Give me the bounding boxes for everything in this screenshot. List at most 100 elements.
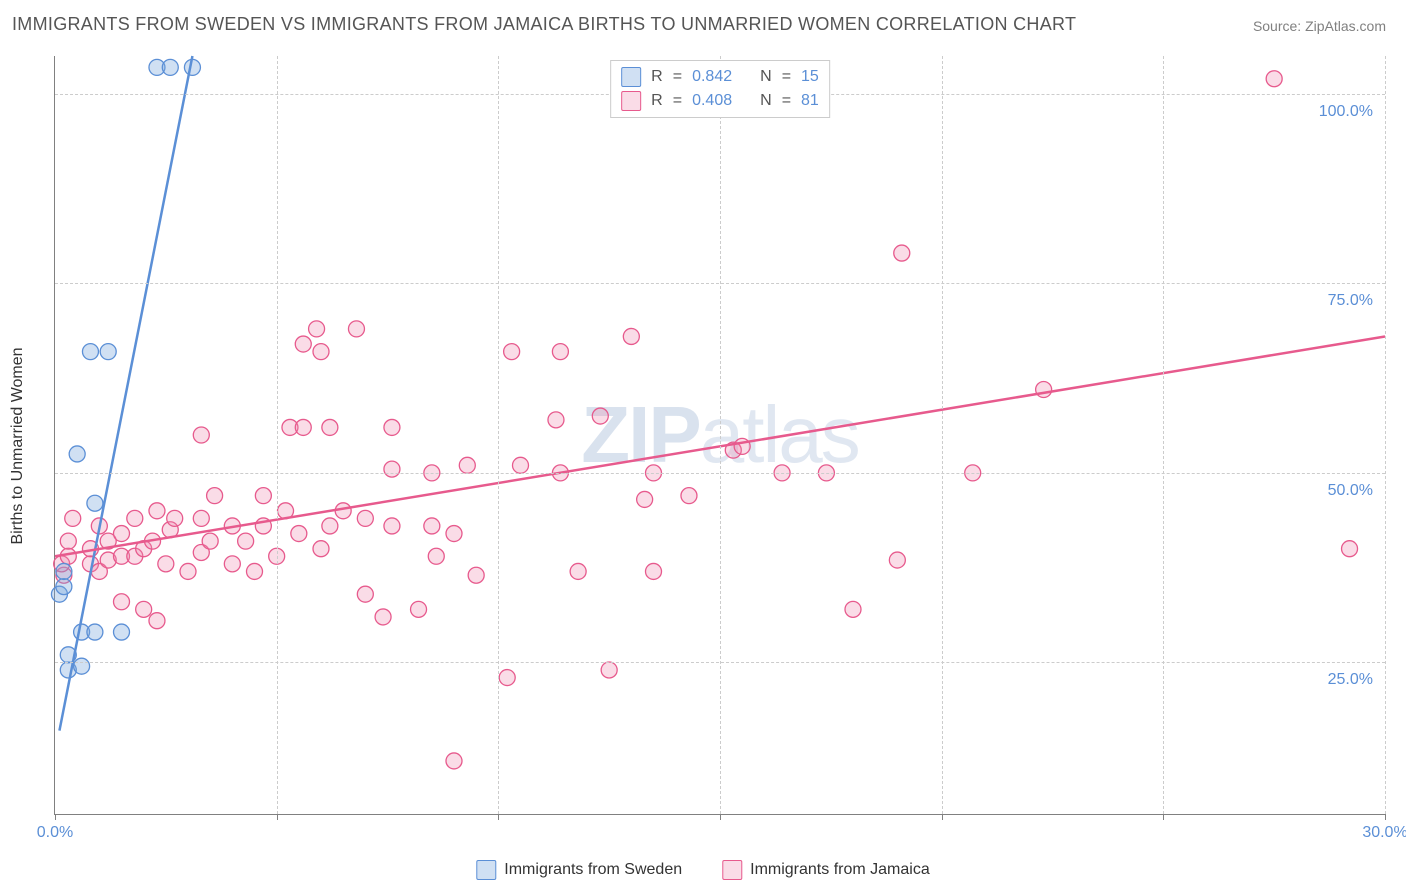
scatter-point [202, 533, 218, 549]
scatter-point [60, 548, 76, 564]
scatter-point [889, 552, 905, 568]
scatter-point [82, 344, 98, 360]
y-tick-label: 50.0% [1328, 482, 1373, 500]
scatter-point [384, 461, 400, 477]
scatter-point [570, 563, 586, 579]
scatter-point [149, 613, 165, 629]
scatter-point [845, 601, 861, 617]
scatter-point [114, 624, 130, 640]
swatch-jamaica [722, 860, 742, 880]
scatter-point [548, 412, 564, 428]
scatter-point [149, 503, 165, 519]
y-axis-label: Births to Unmarried Women [9, 347, 27, 544]
scatter-point [295, 419, 311, 435]
x-tick-mark [942, 814, 943, 820]
scatter-point [348, 321, 364, 337]
legend-eq: = [782, 92, 791, 110]
scatter-point [193, 427, 209, 443]
scatter-point [384, 419, 400, 435]
scatter-point [224, 556, 240, 572]
legend-label-jamaica: Immigrants from Jamaica [750, 861, 930, 879]
scatter-point [513, 457, 529, 473]
x-tick-mark [277, 814, 278, 820]
scatter-point [468, 567, 484, 583]
scatter-point [74, 658, 90, 674]
scatter-point [637, 491, 653, 507]
scatter-point [1036, 382, 1052, 398]
legend-n-sweden: 15 [801, 68, 819, 86]
scatter-point [313, 541, 329, 557]
gridline-v [1163, 56, 1164, 814]
legend-label-sweden: Immigrants from Sweden [504, 861, 682, 879]
scatter-point [446, 526, 462, 542]
x-tick-mark [1163, 814, 1164, 820]
scatter-point [60, 533, 76, 549]
scatter-point [136, 601, 152, 617]
scatter-point [162, 59, 178, 75]
legend-n-jamaica: 81 [801, 92, 819, 110]
scatter-point [56, 563, 72, 579]
scatter-point [114, 594, 130, 610]
scatter-point [552, 344, 568, 360]
scatter-point [87, 624, 103, 640]
legend-eq: = [782, 68, 791, 86]
chart-container: IMMIGRANTS FROM SWEDEN VS IMMIGRANTS FRO… [0, 0, 1406, 892]
legend-row-sweden: R = 0.842 N = 15 [621, 65, 819, 89]
x-tick-mark [55, 814, 56, 820]
scatter-point [601, 662, 617, 678]
swatch-jamaica [621, 91, 641, 111]
x-tick-mark [720, 814, 721, 820]
scatter-point [309, 321, 325, 337]
scatter-point [255, 488, 271, 504]
scatter-point [167, 510, 183, 526]
scatter-point [295, 336, 311, 352]
scatter-point [291, 526, 307, 542]
swatch-sweden [476, 860, 496, 880]
legend-n-label: N [760, 92, 772, 110]
scatter-point [411, 601, 427, 617]
scatter-point [424, 518, 440, 534]
scatter-point [681, 488, 697, 504]
legend-r-label: R [651, 92, 663, 110]
chart-title: IMMIGRANTS FROM SWEDEN VS IMMIGRANTS FRO… [12, 14, 1076, 35]
scatter-point [504, 344, 520, 360]
source-label: Source: ZipAtlas.com [1253, 18, 1386, 34]
scatter-point [1342, 541, 1358, 557]
scatter-point [313, 344, 329, 360]
scatter-point [100, 344, 116, 360]
legend-r-label: R [651, 68, 663, 86]
scatter-point [180, 563, 196, 579]
scatter-point [499, 670, 515, 686]
legend-r-jamaica: 0.408 [692, 92, 732, 110]
scatter-point [207, 488, 223, 504]
scatter-point [322, 518, 338, 534]
scatter-point [65, 510, 81, 526]
scatter-point [384, 518, 400, 534]
x-tick-label: 0.0% [37, 824, 73, 842]
legend-item-sweden: Immigrants from Sweden [476, 860, 682, 880]
scatter-point [247, 563, 263, 579]
scatter-point [646, 563, 662, 579]
scatter-point [375, 609, 391, 625]
scatter-point [158, 556, 174, 572]
scatter-point [428, 548, 444, 564]
legend-eq: = [673, 92, 682, 110]
gridline-v [277, 56, 278, 814]
scatter-point [357, 510, 373, 526]
legend-n-label: N [760, 68, 772, 86]
scatter-point [592, 408, 608, 424]
scatter-point [357, 586, 373, 602]
x-tick-mark [498, 814, 499, 820]
y-tick-label: 100.0% [1319, 103, 1373, 121]
scatter-point [322, 419, 338, 435]
scatter-point [127, 510, 143, 526]
scatter-point [87, 495, 103, 511]
scatter-point [446, 753, 462, 769]
scatter-point [623, 328, 639, 344]
x-tick-mark [1385, 814, 1386, 820]
plot-area: ZIPatlas R = 0.842 N = 15 R = 0.408 N = [54, 56, 1385, 815]
series-legend: Immigrants from Sweden Immigrants from J… [476, 860, 929, 880]
scatter-point [238, 533, 254, 549]
scatter-point [69, 446, 85, 462]
legend-item-jamaica: Immigrants from Jamaica [722, 860, 930, 880]
